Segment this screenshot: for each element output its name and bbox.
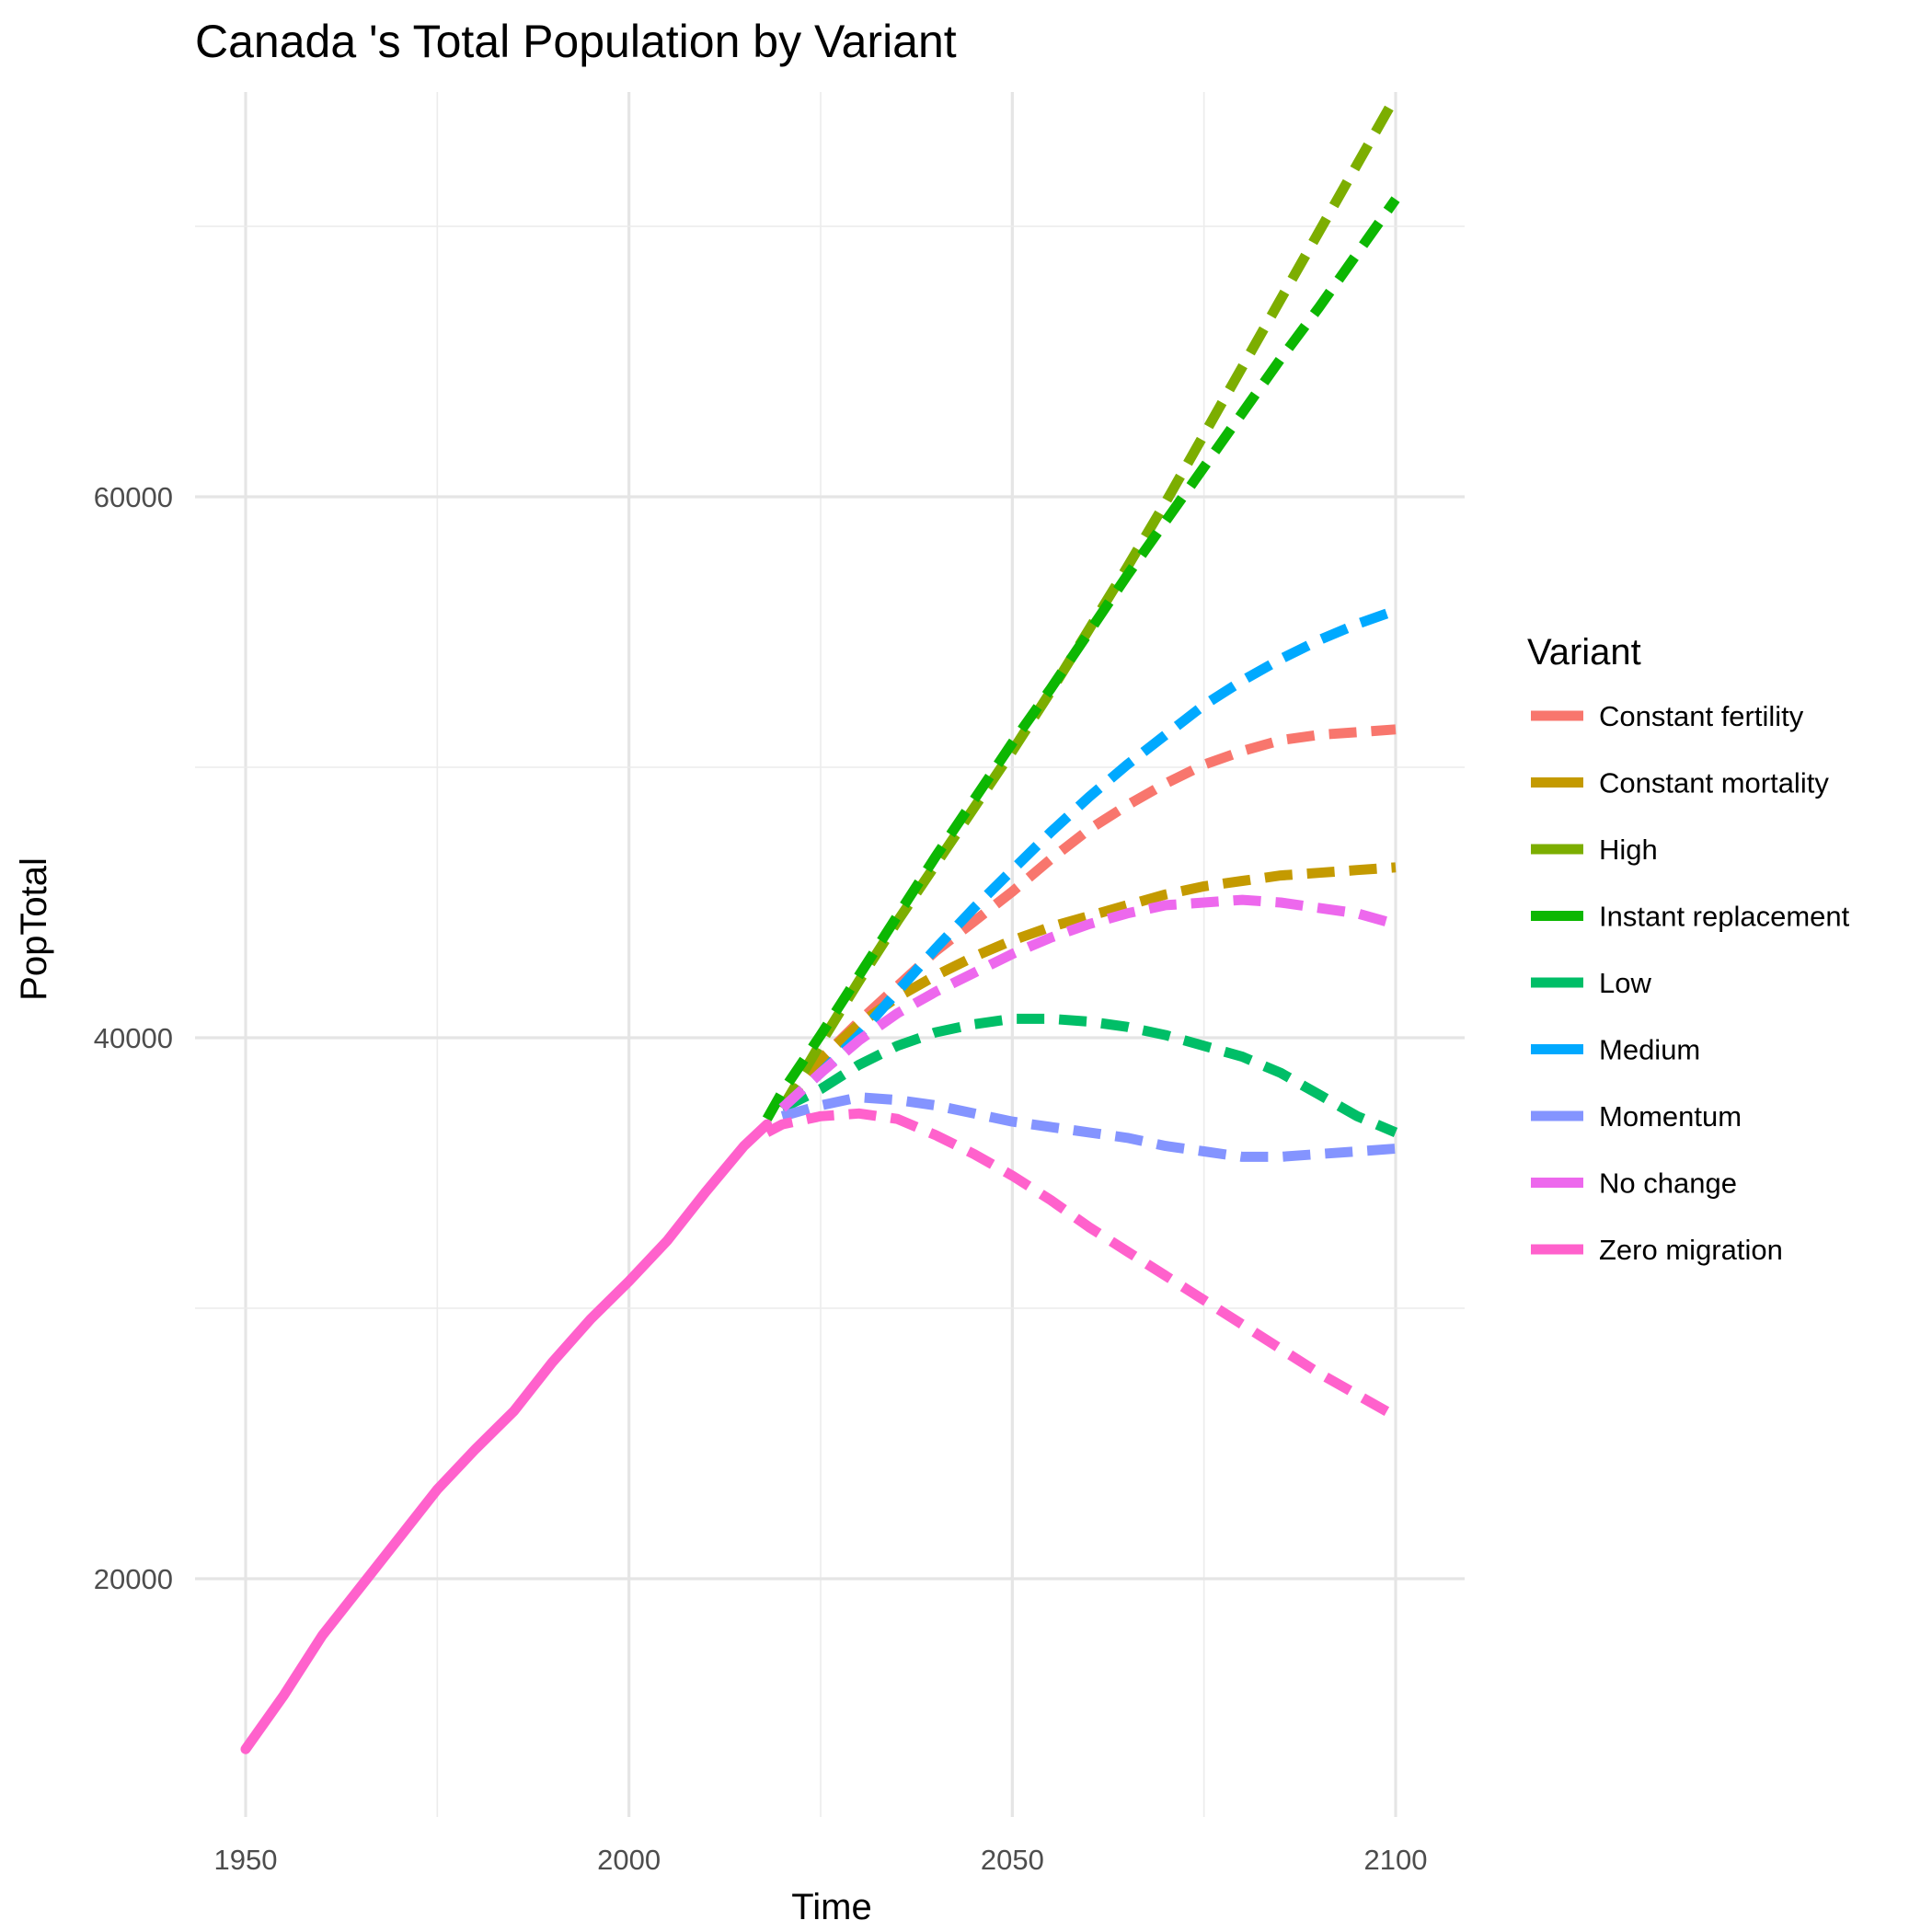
- y-tick-labels: 20000 40000 60000: [94, 481, 173, 1595]
- x-tick-label: 2100: [1364, 1844, 1428, 1876]
- x-tick-label: 2000: [597, 1844, 661, 1876]
- x-tick-label: 2050: [981, 1844, 1044, 1876]
- series-lines: [240, 94, 1400, 1754]
- series-line-medium: [778, 605, 1397, 1112]
- legend: Constant fertility Constant mortality High…: [1531, 700, 1850, 1266]
- series-line-no-change: [778, 894, 1397, 1112]
- x-axis-title: Time: [791, 1887, 871, 1927]
- series-line-zero-migration-historical: [240, 1119, 773, 1754]
- legend-label-constant-mortality: Constant mortality: [1599, 767, 1829, 799]
- y-tick-label: 60000: [94, 481, 173, 513]
- y-tick-label: 20000: [94, 1563, 173, 1595]
- legend-label-low: Low: [1599, 967, 1651, 999]
- x-tick-labels: 1950 2000 2050 2100: [214, 1844, 1428, 1876]
- chart-title: Canada 's Total Population by Variant: [195, 16, 957, 67]
- legend-label-high: High: [1599, 834, 1658, 866]
- y-tick-label: 40000: [94, 1022, 173, 1054]
- series-line-momentum: [780, 1092, 1397, 1162]
- legend-label-momentum: Momentum: [1599, 1100, 1742, 1133]
- legend-title: Variant: [1527, 632, 1641, 673]
- series-line-zero-migration: [765, 1108, 1398, 1421]
- legend-label-constant-fertility: Constant fertility: [1599, 700, 1804, 732]
- legend-label-medium: Medium: [1599, 1034, 1700, 1066]
- legend-label-no-change: No change: [1599, 1167, 1737, 1200]
- legend-label-instant-replacement: Instant replacement: [1599, 901, 1850, 933]
- series-line-constant-fertility: [777, 724, 1397, 1111]
- legend-label-zero-migration: Zero migration: [1599, 1234, 1783, 1266]
- x-tick-label: 1950: [214, 1844, 278, 1876]
- y-axis-title: PopTotal: [14, 857, 54, 1001]
- series-line-constant-mortality: [777, 862, 1397, 1111]
